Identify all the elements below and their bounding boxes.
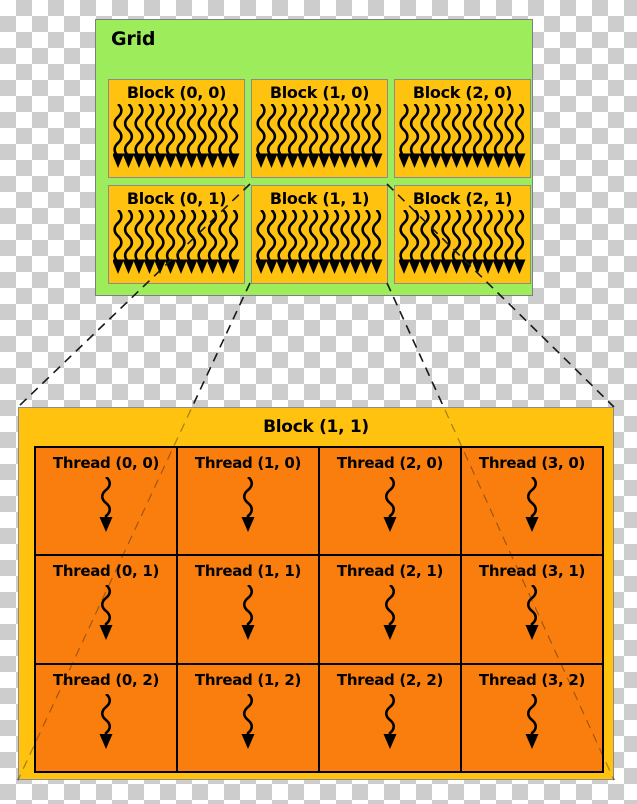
thread-arrow-icon (382, 693, 398, 750)
thread-cell-0-0: Thread (0, 0) (36, 448, 176, 555)
block-label: Block (2, 1) (412, 189, 513, 208)
block-0-1: Block (0, 1) (108, 185, 245, 284)
thread-cell-0-1: Thread (0, 1) (36, 556, 176, 663)
thread-arrow-icon (240, 693, 256, 750)
threads-bundle-icon (256, 210, 383, 276)
block-detail-title: Block (1, 1) (263, 417, 369, 437)
thread-arrow-icon (382, 585, 398, 642)
block-label: Block (1, 1) (269, 189, 370, 208)
thread-label: Thread (1, 1) (194, 562, 302, 581)
thread-label: Thread (0, 2) (52, 670, 160, 689)
block-1-1: Block (1, 1) (251, 185, 388, 284)
thread-arrow-icon (98, 585, 114, 642)
thread-table: Thread (0, 0) Thread (1, 0) Thread (2, 0… (34, 446, 604, 773)
thread-cell-2-0: Thread (2, 0) (320, 448, 460, 555)
thread-cell-1-2: Thread (1, 2) (178, 664, 318, 771)
thread-arrow-icon (98, 477, 114, 533)
thread-arrow-icon (382, 477, 398, 533)
block-label: Block (0, 1) (126, 189, 227, 208)
threads-bundle-icon (399, 210, 526, 276)
thread-arrow-icon (524, 693, 540, 750)
thread-arrow-icon (240, 477, 256, 533)
thread-arrow-icon (98, 693, 114, 750)
grid-container: Grid Block (0, 0) Block (1, 0) Block (2,… (95, 19, 533, 296)
block-label: Block (0, 0) (126, 83, 227, 102)
thread-arrow-icon (524, 477, 540, 533)
thread-cell-0-2: Thread (0, 2) (36, 664, 176, 771)
thread-cell-2-1: Thread (2, 1) (320, 556, 460, 663)
block-label: Block (2, 0) (412, 83, 513, 102)
block-2-1: Block (2, 1) (394, 185, 531, 284)
thread-label: Thread (3, 2) (478, 670, 586, 689)
thread-arrow-icon (524, 585, 540, 642)
block-2-0: Block (2, 0) (394, 79, 531, 178)
grid-blocks: Block (0, 0) Block (1, 0) Block (2, 0) B… (108, 79, 531, 284)
thread-label: Thread (1, 0) (194, 454, 302, 472)
thread-cell-3-1: Thread (3, 1) (462, 556, 602, 663)
thread-cell-1-0: Thread (1, 0) (178, 448, 318, 555)
thread-cell-1-1: Thread (1, 1) (178, 556, 318, 663)
threads-bundle-icon (113, 104, 240, 170)
threads-bundle-icon (113, 210, 240, 276)
thread-label: Thread (0, 0) (52, 454, 160, 472)
block-1-0: Block (1, 0) (251, 79, 388, 178)
grid-title: Grid (111, 28, 156, 50)
block-detail-container: Block (1, 1) Thread (0, 0) Thread (1, 0)… (18, 407, 614, 780)
thread-cell-2-2: Thread (2, 2) (320, 664, 460, 771)
thread-label: Thread (2, 2) (336, 670, 444, 689)
thread-label: Thread (3, 1) (478, 562, 586, 581)
thread-label: Thread (3, 0) (478, 454, 586, 472)
block-label: Block (1, 0) (269, 83, 370, 102)
thread-label: Thread (0, 1) (52, 562, 160, 581)
thread-cell-3-0: Thread (3, 0) (462, 448, 602, 555)
threads-bundle-icon (399, 104, 526, 170)
thread-cell-3-2: Thread (3, 2) (462, 664, 602, 771)
thread-arrow-icon (240, 585, 256, 642)
thread-label: Thread (1, 2) (194, 670, 302, 689)
thread-label: Thread (2, 0) (336, 454, 444, 472)
threads-bundle-icon (256, 104, 383, 170)
thread-label: Thread (2, 1) (336, 562, 444, 581)
block-0-0: Block (0, 0) (108, 79, 245, 178)
